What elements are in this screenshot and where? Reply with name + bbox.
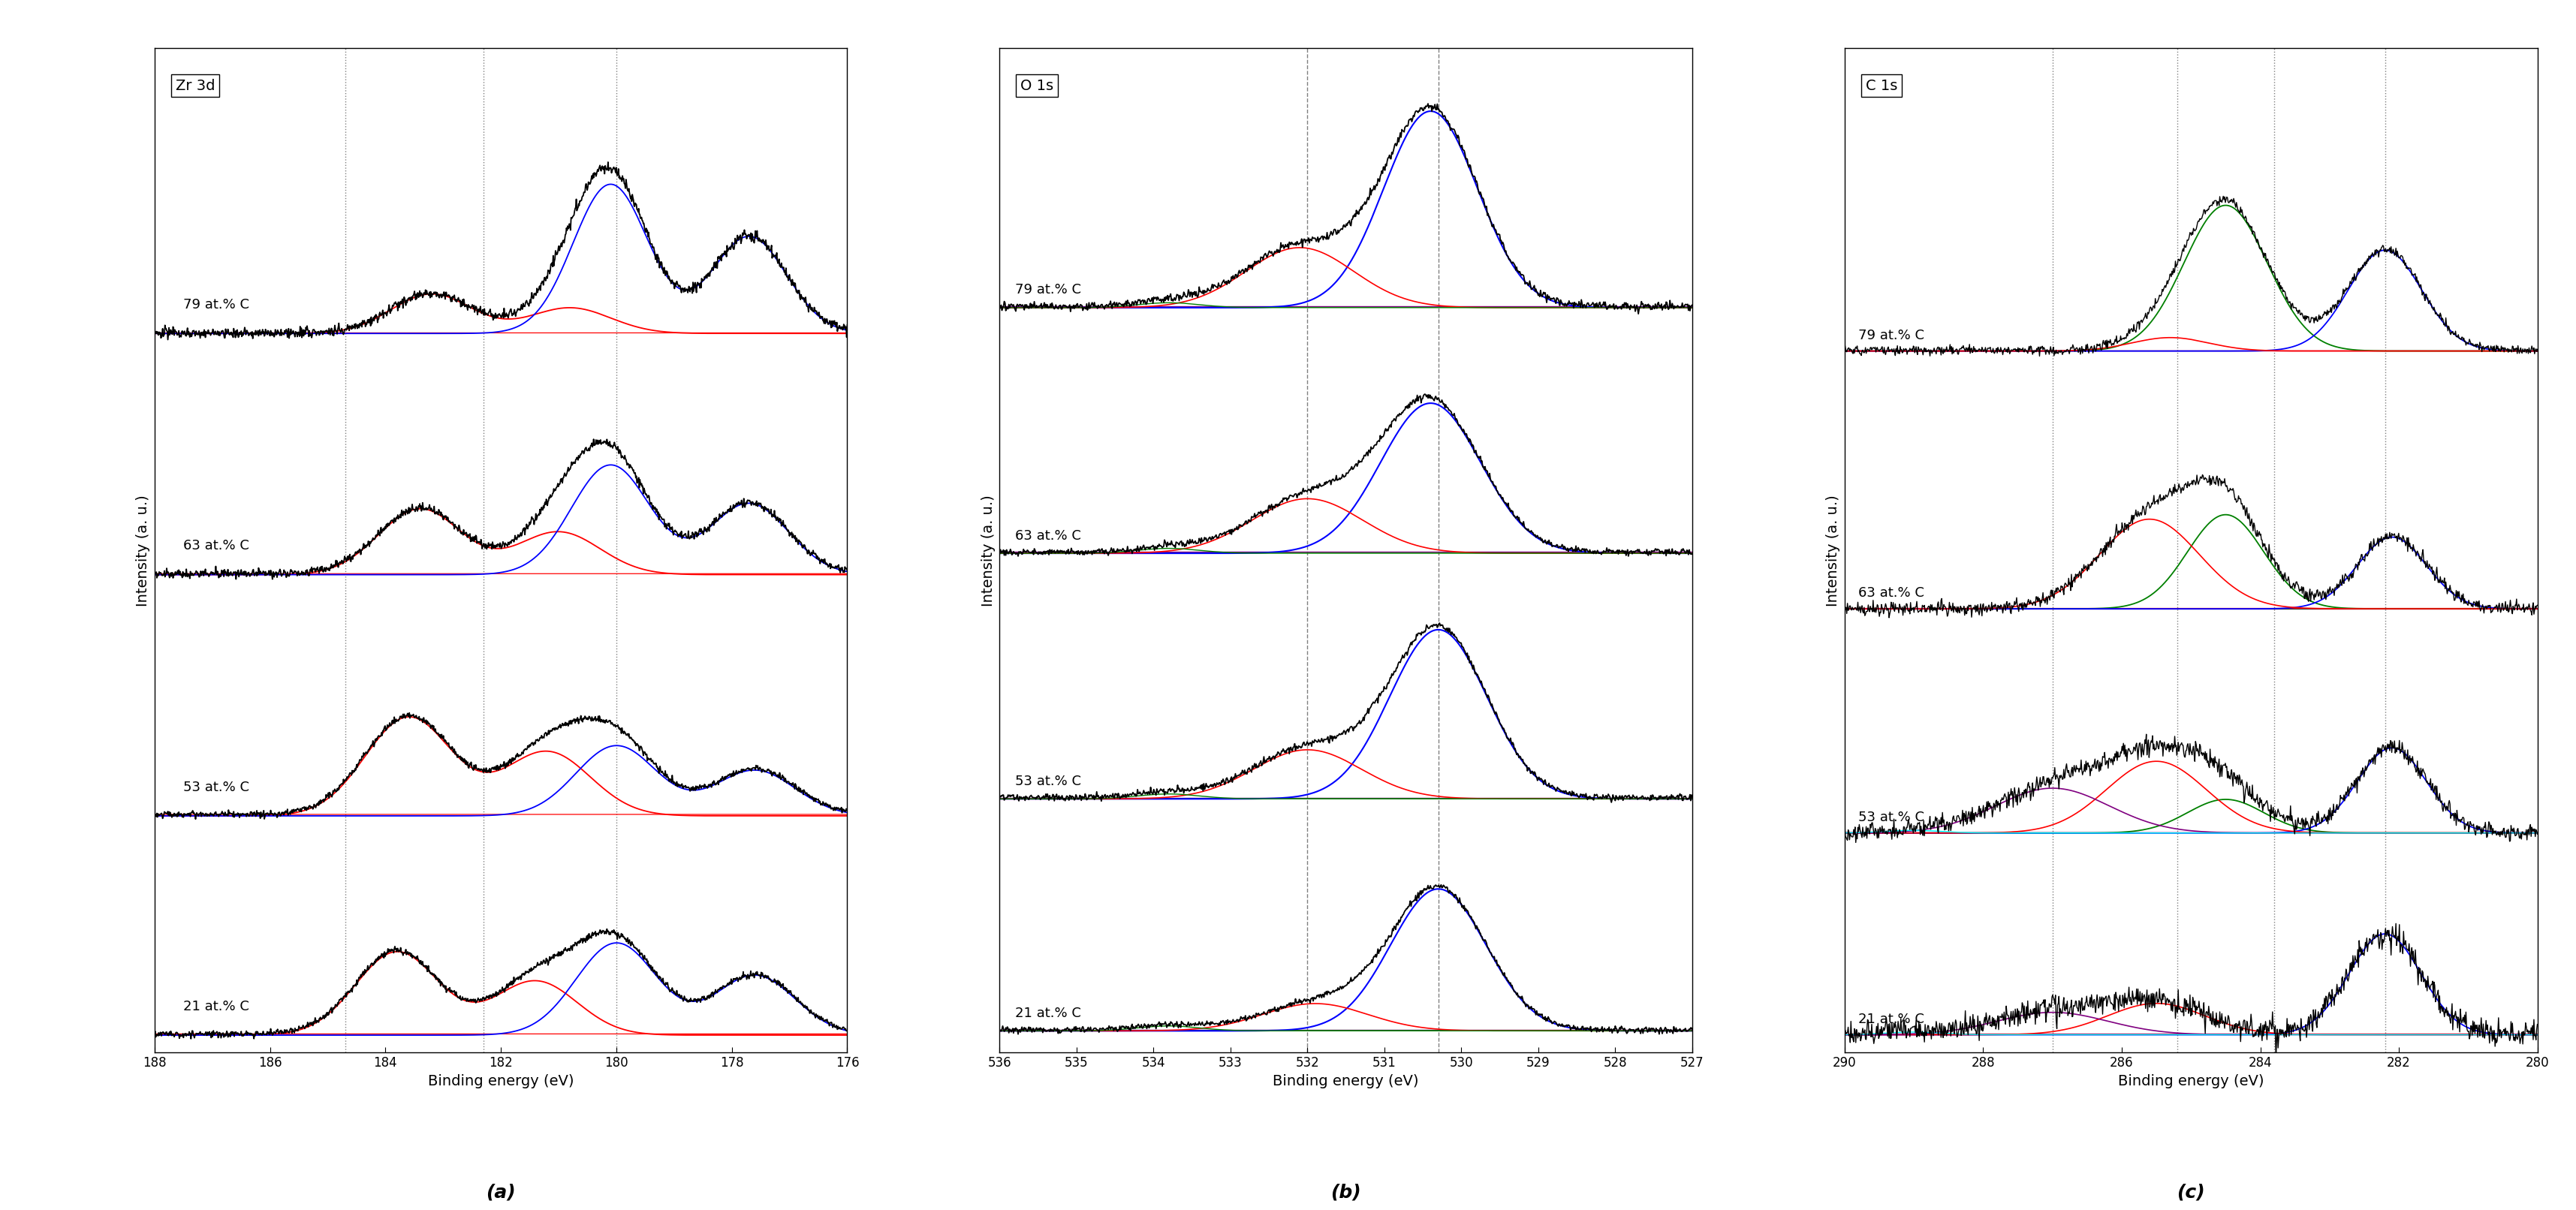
Text: (c): (c): [2177, 1183, 2205, 1202]
Text: 21 at.% C: 21 at.% C: [183, 999, 250, 1013]
Text: O 1s: O 1s: [1020, 79, 1054, 93]
Text: 63 at.% C: 63 at.% C: [1857, 587, 1924, 600]
Y-axis label: Intensity (a. u.): Intensity (a. u.): [1826, 495, 1839, 606]
Text: C 1s: C 1s: [1865, 79, 1899, 93]
Text: 79 at.% C: 79 at.% C: [1015, 283, 1082, 296]
Text: 79 at.% C: 79 at.% C: [1857, 329, 1924, 342]
X-axis label: Binding energy (eV): Binding energy (eV): [2117, 1074, 2264, 1088]
Text: 63 at.% C: 63 at.% C: [183, 540, 250, 553]
Text: 79 at.% C: 79 at.% C: [183, 298, 250, 311]
Text: 21 at.% C: 21 at.% C: [1857, 1013, 1924, 1026]
Y-axis label: Intensity (a. u.): Intensity (a. u.): [137, 495, 149, 606]
Text: 53 at.% C: 53 at.% C: [183, 780, 250, 794]
Text: (a): (a): [487, 1183, 515, 1202]
Y-axis label: Intensity (a. u.): Intensity (a. u.): [981, 495, 994, 606]
Text: 21 at.% C: 21 at.% C: [1015, 1007, 1082, 1020]
Text: Zr 3d: Zr 3d: [175, 79, 214, 93]
Text: 53 at.% C: 53 at.% C: [1015, 774, 1082, 788]
Text: (b): (b): [1332, 1183, 1360, 1202]
Text: 63 at.% C: 63 at.% C: [1015, 529, 1082, 542]
Text: 53 at.% C: 53 at.% C: [1857, 811, 1924, 824]
X-axis label: Binding energy (eV): Binding energy (eV): [428, 1074, 574, 1088]
X-axis label: Binding energy (eV): Binding energy (eV): [1273, 1074, 1419, 1088]
